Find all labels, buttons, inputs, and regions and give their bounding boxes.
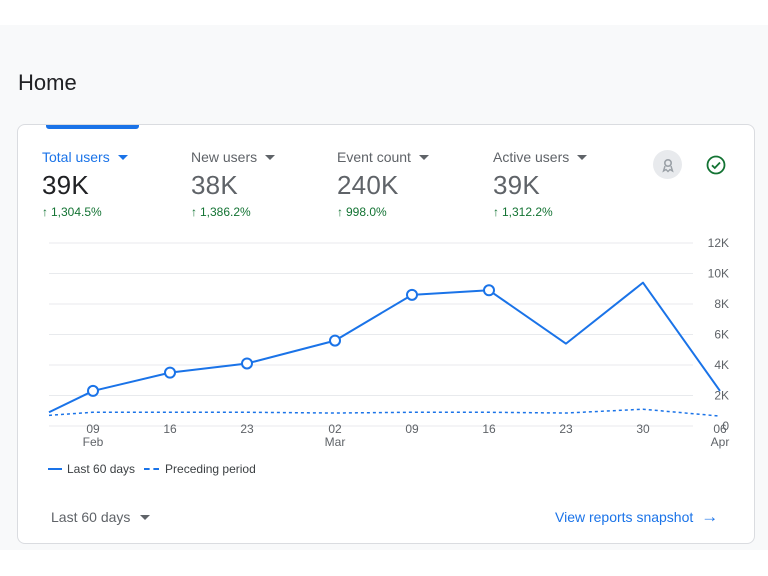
metric-value: 38K [191, 170, 238, 200]
metric-tab-new-users[interactable]: New users 38K ↑ 1,386.2% [191, 149, 276, 219]
insights-icon[interactable] [653, 150, 682, 179]
chevron-down-icon [265, 155, 276, 160]
y-tick-label: 10K [708, 267, 729, 281]
x-tick-label: 09 [86, 422, 100, 436]
check-circle-icon[interactable] [701, 150, 730, 179]
x-tick-month-label: Apr [711, 435, 730, 449]
metric-label-row: Event count [337, 149, 429, 165]
metric-value: 39K [493, 170, 540, 200]
x-tick-label: 23 [559, 422, 573, 436]
view-reports-label: View reports snapshot [555, 509, 694, 525]
y-tick-label: 12K [708, 236, 729, 250]
x-tick-month-label: Feb [83, 435, 104, 449]
chevron-down-icon [418, 155, 429, 160]
metric-value: 39K [42, 170, 89, 200]
metric-label: Active users [493, 149, 570, 165]
legend-swatch-dashed [144, 468, 160, 470]
metric-change: ↑ 1,304.5% [42, 205, 128, 219]
arrow-up-icon: ↑ [42, 205, 48, 219]
x-tick-label: 02 [328, 422, 342, 436]
series-line-last-60-days [48, 281, 721, 414]
arrow-right-icon: → [701, 507, 719, 526]
metric-change: ↑ 1,386.2% [191, 205, 275, 219]
metric-label: Total users [42, 149, 110, 165]
legend-item-last-60-days: Last 60 days [48, 462, 135, 476]
y-tick-label: 0 [722, 419, 729, 433]
metric-label: New users [191, 149, 258, 165]
chevron-down-icon [117, 155, 128, 160]
legend-swatch-solid [48, 468, 62, 470]
view-reports-snapshot-link[interactable]: View reports snapshot → [555, 507, 719, 526]
legend-label: Last 60 days [67, 462, 136, 476]
y-tick-label: 6K [714, 328, 729, 342]
data-point-marker [241, 357, 253, 370]
arrow-up-icon: ↑ [191, 205, 197, 219]
metric-value: 240K [337, 170, 399, 200]
date-range-dropdown[interactable]: Last 60 days [51, 509, 151, 525]
y-tick-label: 8K [714, 297, 729, 311]
metric-tab-total-users[interactable]: Total users 39K ↑ 1,304.5% [42, 149, 128, 219]
data-point-marker [164, 366, 176, 379]
x-tick-label: 23 [240, 422, 254, 436]
chart-legend: Last 60 days Preceding period [48, 462, 265, 476]
x-tick-label: 16 [163, 422, 177, 436]
metric-change: ↑ 1,312.2% [493, 205, 587, 219]
y-tick-label: 2K [714, 389, 729, 403]
legend-item-preceding-period: Preceding period [144, 462, 256, 476]
series-line-preceding-period [48, 408, 721, 417]
data-point-marker [87, 384, 99, 397]
insights-glyph [661, 158, 674, 173]
metric-change-value: 998.0% [346, 205, 387, 219]
metric-change-value: 1,312.2% [502, 205, 553, 219]
data-point-marker [406, 288, 418, 301]
arrow-up-icon: ↑ [337, 205, 343, 219]
x-tick-label: 16 [482, 422, 496, 436]
legend-label: Preceding period [165, 462, 256, 476]
metric-label: Event count [337, 149, 411, 165]
data-point-marker [329, 334, 341, 347]
y-tick-label: 4K [714, 358, 729, 372]
check-glyph [706, 155, 725, 174]
chevron-down-icon [140, 514, 151, 520]
metric-change-value: 1,304.5% [51, 205, 102, 219]
active-tab-indicator [46, 125, 139, 129]
data-point-marker [483, 284, 495, 297]
metric-change: ↑ 998.0% [337, 205, 429, 219]
date-range-label: Last 60 days [51, 509, 131, 525]
page-title: Home [18, 70, 77, 95]
metric-label-row: New users [191, 149, 276, 165]
metric-tab-active-users[interactable]: Active users 39K ↑ 1,312.2% [493, 149, 588, 219]
x-tick-label: 30 [636, 422, 650, 436]
metric-tab-event-count[interactable]: Event count 240K ↑ 998.0% [337, 149, 429, 219]
overview-card: Total users 39K ↑ 1,304.5% New users 38K… [17, 124, 755, 544]
chevron-down-icon [577, 155, 588, 160]
metric-label-row: Total users [42, 149, 128, 165]
x-tick-label: 06 [713, 422, 727, 436]
x-tick-month-label: Mar [325, 435, 346, 449]
metric-change-value: 1,386.2% [200, 205, 251, 219]
metric-label-row: Active users [493, 149, 588, 165]
x-tick-label: 09 [405, 422, 419, 436]
arrow-up-icon: ↑ [493, 205, 499, 219]
